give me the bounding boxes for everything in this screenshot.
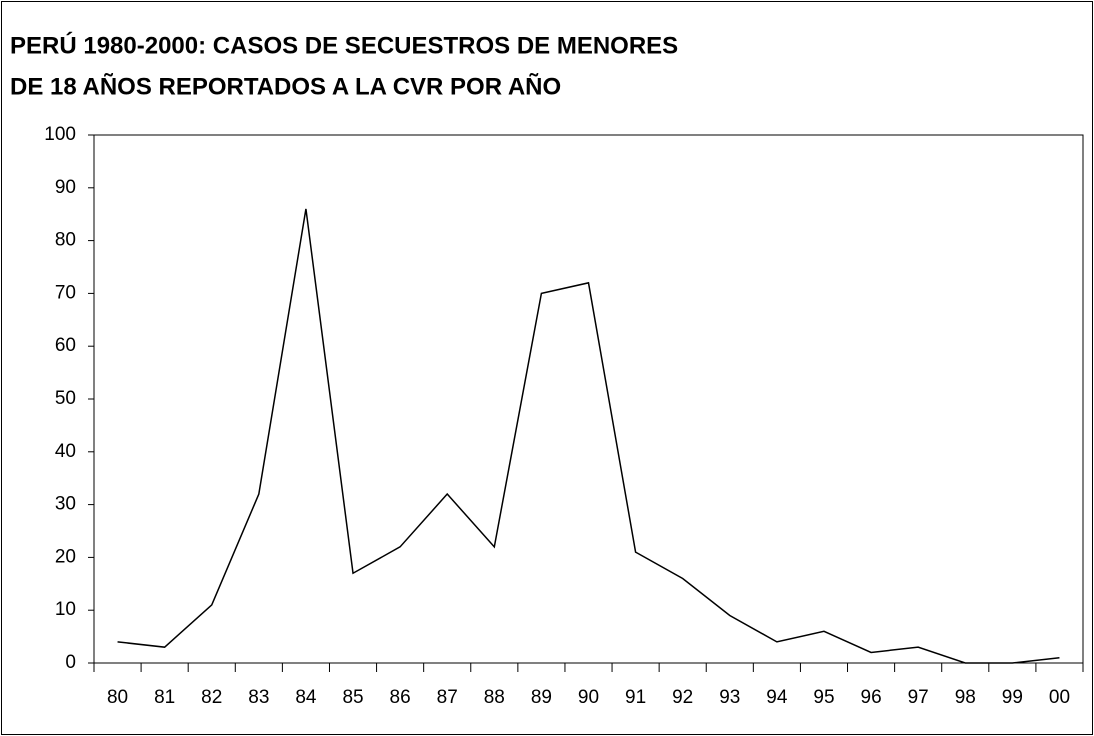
y-tick-label: 70 [55,282,76,303]
x-tick-label: 88 [484,687,505,708]
x-tick-label: 97 [908,687,929,708]
x-tick-label: 81 [154,687,175,708]
y-tick-label: 60 [55,335,76,356]
x-tick-label: 86 [390,687,411,708]
x-tick-label: 99 [1002,687,1023,708]
plot-frame [93,134,1084,664]
y-tick-label: 80 [55,230,76,251]
y-tick-label: 10 [55,599,76,620]
y-tick-label: 0 [65,652,76,673]
y-tick-label: 20 [55,546,76,567]
x-tick-label: 98 [955,687,976,708]
x-tick-label: 89 [531,687,552,708]
y-tick-label: 30 [55,494,76,515]
chart-title: PERÚ 1980-2000: CASOS DE SECUESTROS DE M… [10,31,678,59]
x-tick-label: 91 [625,687,646,708]
y-tick-label: 50 [55,388,76,409]
data-line [117,208,1060,664]
x-tick-label: 84 [295,687,317,708]
x-tick-label: 87 [437,687,458,708]
x-tick-label: 80 [107,687,128,708]
y-tick-label: 40 [55,441,76,462]
x-tick-label: 83 [248,687,269,708]
x-tick-label: 90 [578,687,599,708]
x-tick-label: 95 [813,687,834,708]
y-tick-label: 90 [55,177,76,198]
y-tick-label: 100 [44,124,76,145]
x-tick-label: 00 [1049,687,1070,708]
chart-title: DE 18 AÑOS REPORTADOS A LA CVR POR AÑO [10,72,561,100]
x-tick-label: 93 [719,687,740,708]
x-tick-label: 94 [766,687,788,708]
x-tick-label: 82 [201,687,222,708]
x-tick-label: 96 [861,687,882,708]
x-tick-label: 92 [672,687,693,708]
x-tick-label: 85 [342,687,363,708]
